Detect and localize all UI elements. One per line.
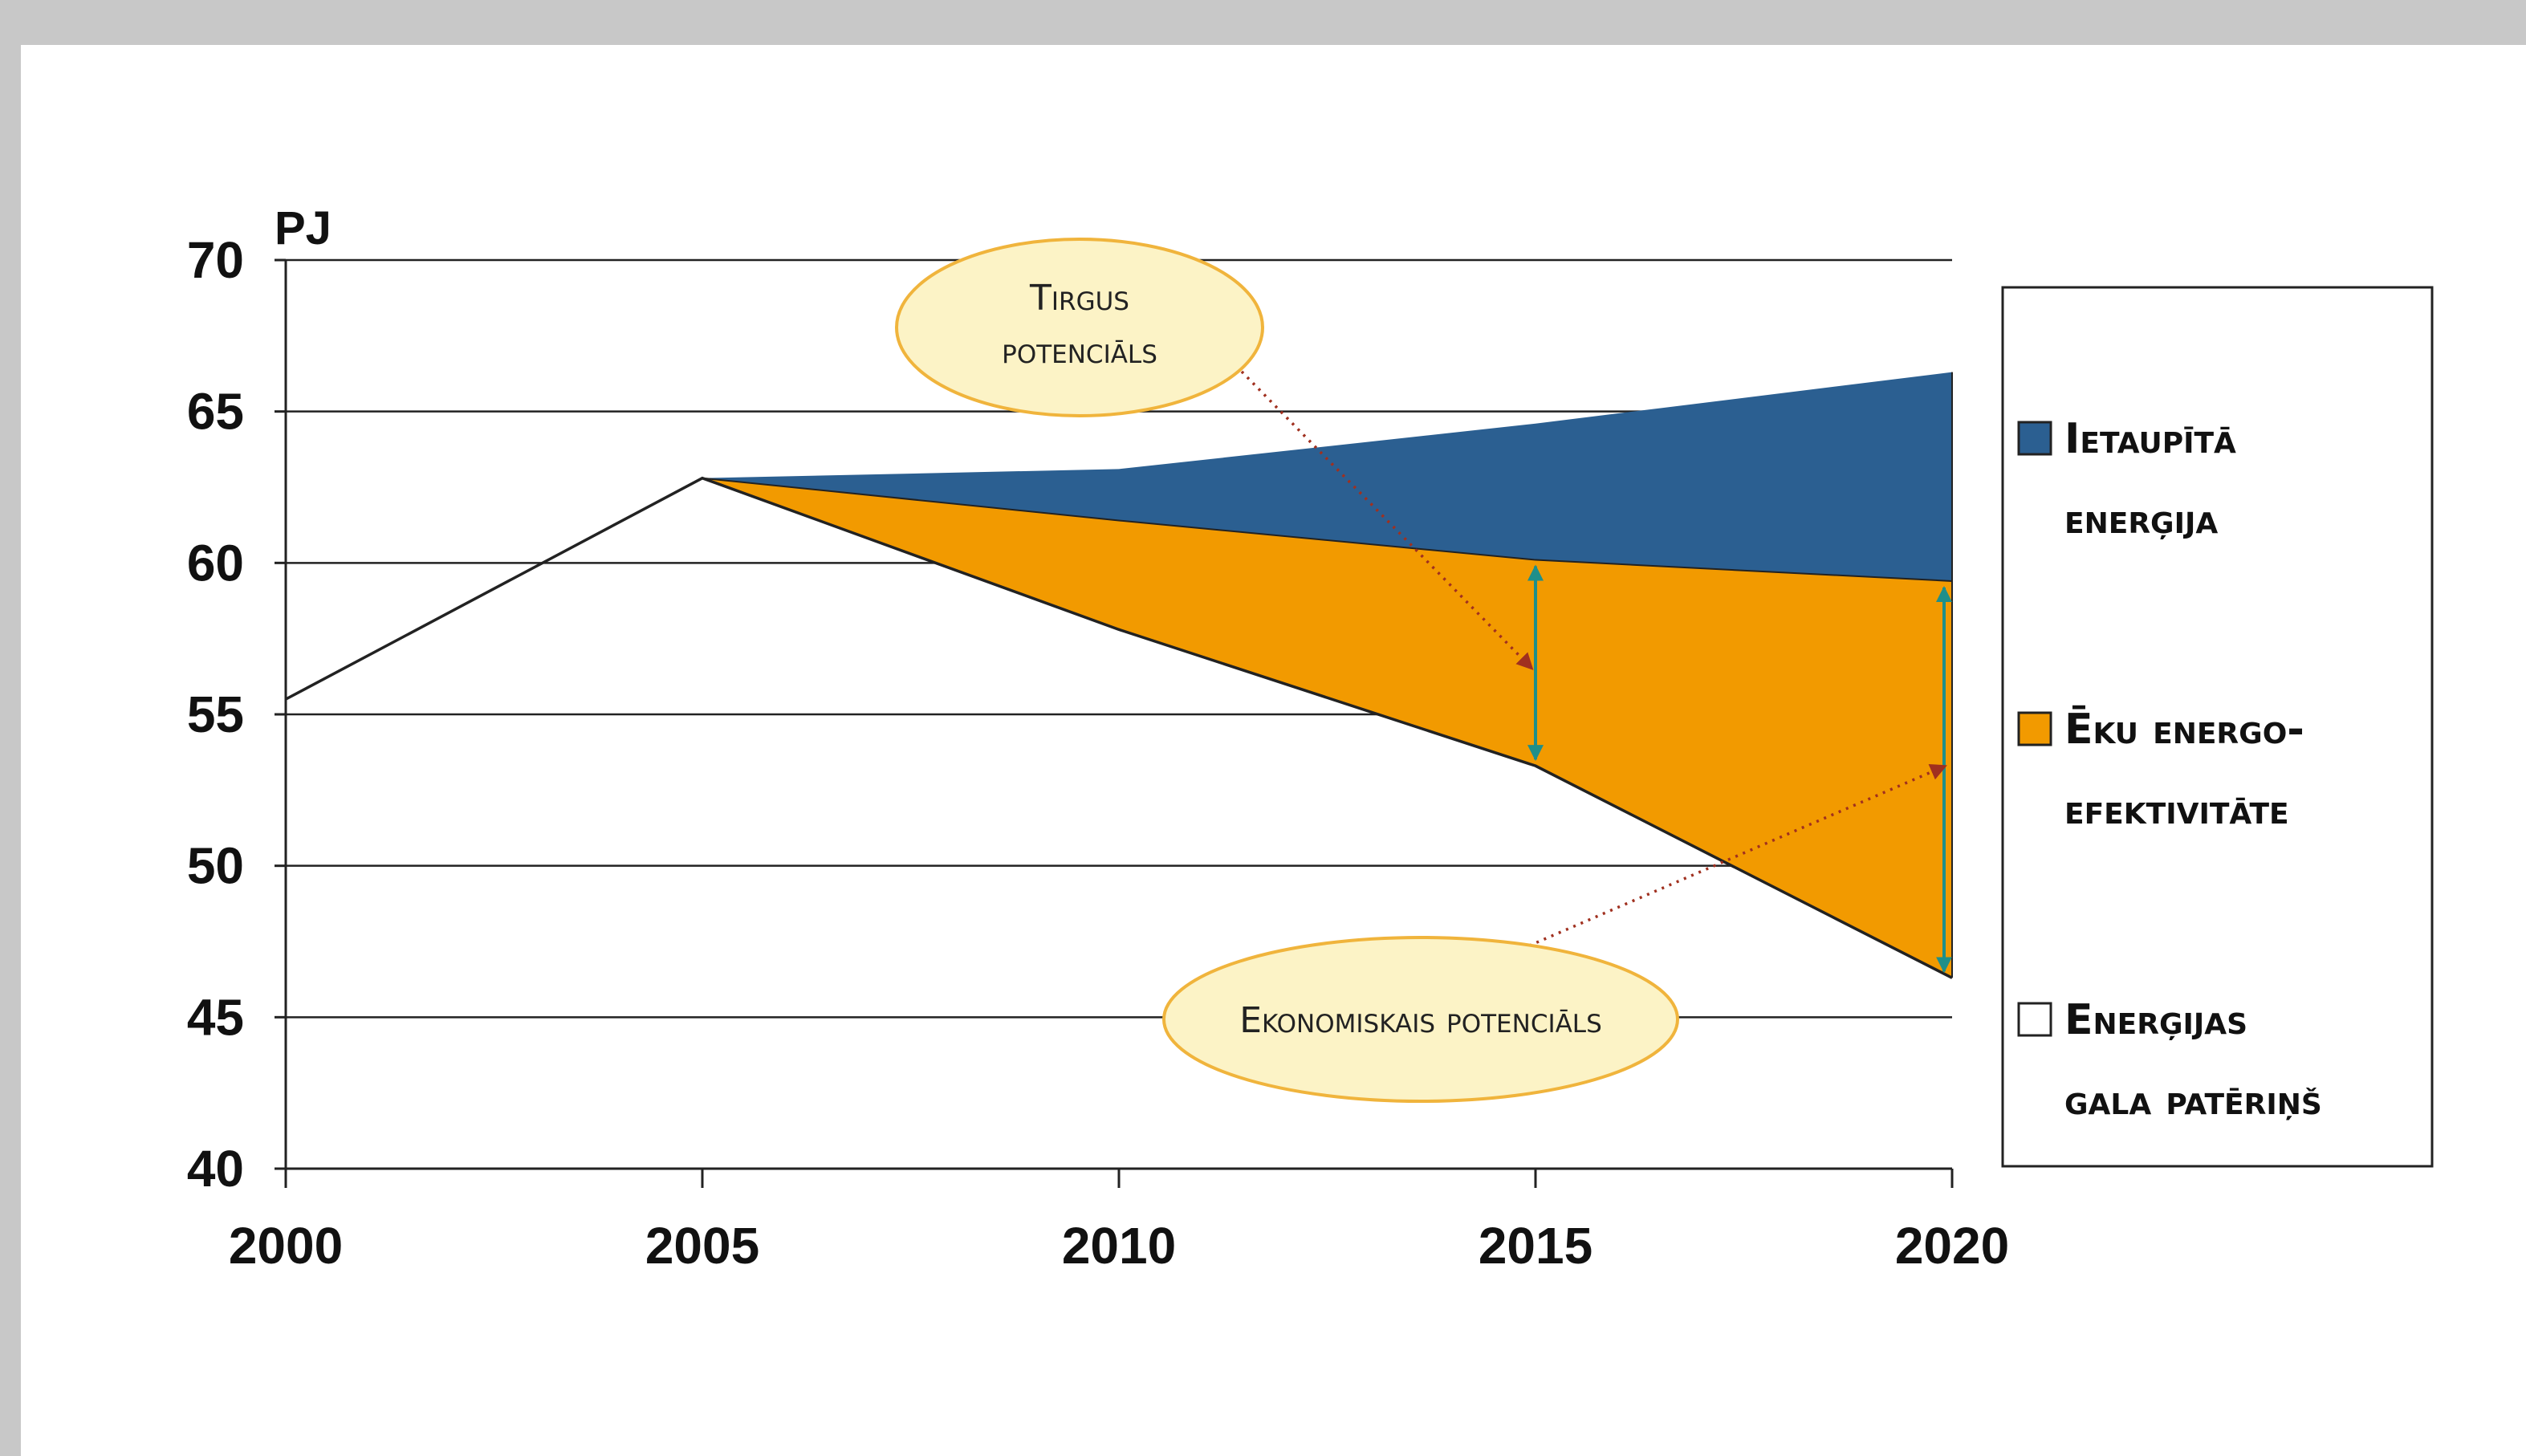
callout-label-2: Ekonomiskais potenciāls <box>1239 1000 1602 1041</box>
callout-label-1a: Tirgus <box>1029 278 1129 319</box>
callout-ellipse-1 <box>895 238 1264 417</box>
callout-label-1b: potenciāls <box>1002 331 1157 372</box>
series-lines <box>285 372 1953 979</box>
legend-swatch-1 <box>2017 421 2052 456</box>
y-tick-label-40: 40 <box>187 1140 244 1198</box>
x-tick-label-2000: 2000 <box>229 1217 343 1275</box>
legend-label-3a: Enerģijas <box>2064 996 2247 1044</box>
legend-swatch-2 <box>2017 711 2052 746</box>
legend-box <box>2001 286 2434 1168</box>
x-tick-label-2005: 2005 <box>645 1217 759 1275</box>
x-tick-label-2020: 2020 <box>1895 1217 2009 1275</box>
line-energijas-gala-paterins <box>285 476 1953 979</box>
line-ietaupita-lower-edge <box>702 477 1953 582</box>
area-series <box>702 372 1952 978</box>
y-tick-label-45: 45 <box>187 988 244 1046</box>
area-ietaupita-energija <box>702 372 1952 581</box>
y-tick-label-50: 50 <box>187 837 244 895</box>
callout-pointer-1 <box>1206 336 1534 670</box>
y-tick-label-60: 60 <box>187 534 244 592</box>
y-axis-unit-label: PJ <box>275 202 332 254</box>
callout-ellipse-2 <box>1162 936 1679 1103</box>
y-tick-label-65: 65 <box>187 383 244 441</box>
callout-pointer-2 <box>1484 763 1947 966</box>
x-tick-label-2015: 2015 <box>1479 1217 1592 1275</box>
legend-label-2b: efektivitāte <box>2064 786 2289 834</box>
legend-label-1a: Ietaupītā <box>2064 415 2236 463</box>
legend: Ietaupītā enerģija Ēku energo-efektivitāte… <box>2001 286 2434 1168</box>
legend-label-3b: gala patēriņš <box>2064 1076 2322 1125</box>
area-eku-energoefektivitate <box>702 478 1952 978</box>
annotations: Tirgus potenciāls Ekonomiskais potenciāls <box>895 238 1952 1103</box>
x-tick-label-2010: 2010 <box>1062 1217 1176 1275</box>
axes: 70 65 60 55 50 45 40 2000 2005 2010 2015 2020 <box>187 231 2009 1275</box>
legend-label-1b: enerģija <box>2064 495 2218 543</box>
y-tick-label-55: 55 <box>187 685 244 743</box>
legend-label-2a: Ēku energo- <box>2064 706 2304 754</box>
legend-swatch-3 <box>2017 1002 2052 1037</box>
y-tick-label-70: 70 <box>187 231 244 289</box>
